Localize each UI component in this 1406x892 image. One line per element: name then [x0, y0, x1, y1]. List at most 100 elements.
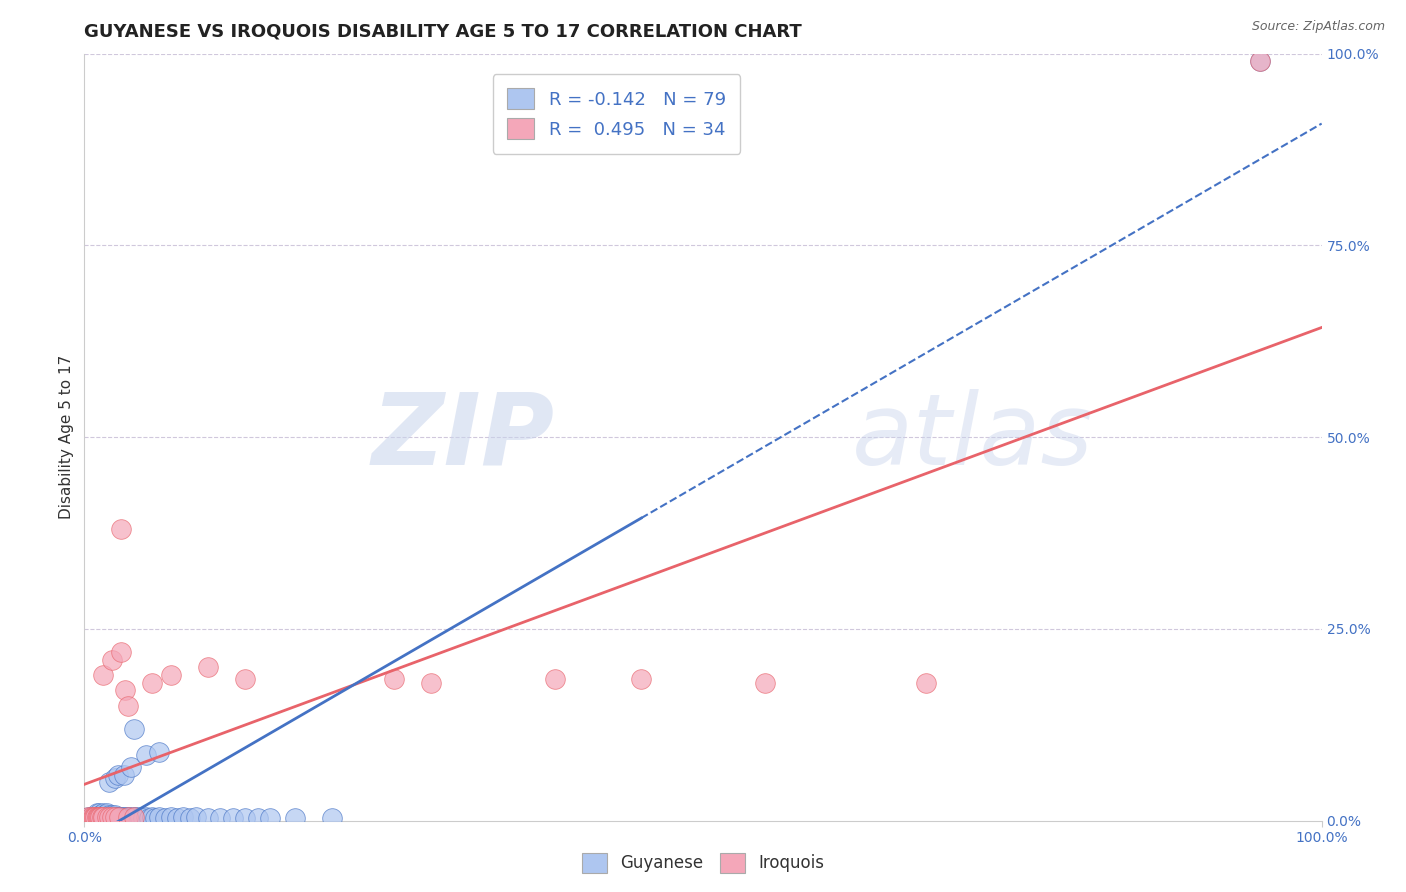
Point: [90, 810, 112, 824]
Point: [98, 810, 121, 824]
Point: [107, 767, 129, 781]
Text: Source: ZipAtlas.com: Source: ZipAtlas.com: [1251, 20, 1385, 33]
Point: [148, 810, 170, 824]
Point: [111, 811, 134, 825]
Point: [90, 810, 112, 824]
Y-axis label: Disability Age 5 to 17: Disability Age 5 to 17: [59, 355, 75, 519]
Point: [160, 668, 183, 682]
Point: [125, 810, 148, 824]
Point: [86, 810, 108, 824]
Point: [94, 810, 117, 824]
Point: [138, 811, 160, 825]
Point: [128, 811, 150, 825]
Point: [543, 672, 565, 686]
Point: [89, 811, 111, 825]
Point: [79, 810, 101, 824]
Point: [222, 811, 245, 825]
Point: [160, 810, 183, 824]
Point: [87, 810, 110, 824]
Point: [284, 811, 307, 825]
Point: [172, 810, 194, 824]
Legend: R = -0.142   N = 79, R =  0.495   N = 34: R = -0.142 N = 79, R = 0.495 N = 34: [492, 74, 740, 153]
Point: [89, 805, 111, 820]
Point: [79, 810, 101, 824]
Point: [112, 767, 135, 781]
Point: [131, 811, 153, 825]
Point: [122, 810, 145, 824]
Point: [233, 672, 256, 686]
Point: [80, 810, 103, 824]
Point: [100, 652, 122, 666]
Point: [122, 810, 145, 824]
Point: [122, 722, 145, 736]
Point: [96, 810, 118, 824]
Text: atlas: atlas: [852, 389, 1092, 485]
Point: [100, 808, 122, 822]
Point: [97, 811, 120, 825]
Point: [104, 811, 127, 825]
Point: [382, 672, 405, 686]
Point: [89, 810, 111, 824]
Legend: Guyanese, Iroquois: Guyanese, Iroquois: [575, 847, 831, 880]
Point: [91, 805, 114, 820]
Point: [89, 808, 111, 822]
Point: [112, 810, 135, 824]
Point: [233, 811, 256, 825]
Point: [107, 810, 129, 824]
Point: [141, 675, 163, 690]
Point: [914, 675, 936, 690]
Point: [77, 810, 100, 824]
Point: [82, 811, 104, 825]
Point: [104, 810, 127, 824]
Point: [103, 810, 125, 824]
Point: [98, 807, 121, 822]
Point: [153, 811, 176, 825]
Point: [110, 810, 132, 824]
Point: [321, 811, 343, 825]
Point: [91, 810, 114, 824]
Point: [129, 810, 152, 824]
Point: [105, 810, 128, 824]
Point: [114, 810, 136, 824]
Point: [120, 760, 142, 774]
Point: [419, 675, 441, 690]
Point: [77, 810, 100, 824]
Point: [184, 810, 207, 824]
Point: [120, 811, 142, 825]
Point: [197, 660, 219, 674]
Point: [98, 775, 121, 789]
Point: [83, 810, 105, 824]
Point: [84, 810, 107, 824]
Point: [148, 745, 170, 759]
Point: [89, 810, 111, 824]
Point: [86, 805, 108, 820]
Point: [259, 811, 281, 825]
Point: [108, 811, 131, 825]
Point: [110, 522, 132, 536]
Point: [84, 811, 107, 825]
Point: [101, 810, 124, 824]
Point: [100, 811, 122, 825]
Point: [86, 810, 108, 824]
Point: [135, 810, 157, 824]
Point: [91, 810, 114, 824]
Point: [108, 810, 131, 824]
Point: [246, 811, 269, 825]
Point: [1249, 54, 1271, 69]
Point: [179, 811, 201, 825]
Point: [87, 810, 110, 824]
Point: [630, 672, 652, 686]
Point: [117, 698, 139, 713]
Point: [96, 805, 118, 820]
Point: [82, 810, 104, 824]
Point: [98, 810, 121, 824]
Point: [117, 810, 139, 824]
Point: [120, 810, 142, 824]
Point: [96, 810, 118, 824]
Point: [100, 810, 122, 824]
Point: [141, 810, 163, 824]
Point: [110, 645, 132, 659]
Point: [115, 811, 138, 825]
Point: [114, 683, 136, 698]
Point: [110, 810, 132, 824]
